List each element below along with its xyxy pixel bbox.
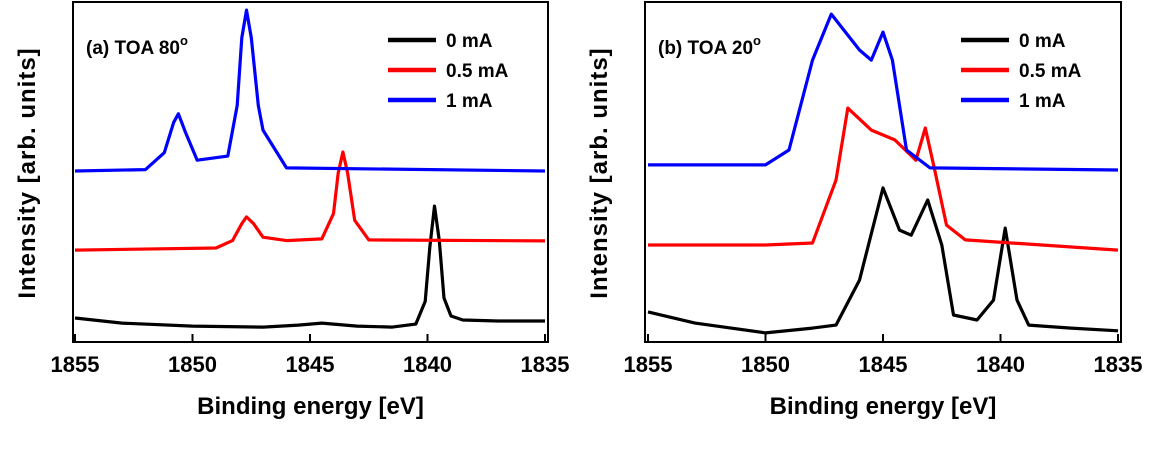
panel: 1855 1850 1845 1840 1835 Binding energy [eV] I…: [14, 1, 570, 420]
legend-label: 0 mA: [1019, 31, 1066, 52]
panel: 1855 1850 1845 1840 1835 Binding energy [eV] I…: [586, 1, 1143, 420]
x-tick-label: 1835: [521, 352, 570, 377]
x-tick-label: 1855: [624, 352, 673, 377]
panel-label-text: (a) TOA 80: [86, 38, 180, 59]
x-tick-label: 1850: [741, 352, 790, 377]
data-line: [74, 8, 546, 173]
panel-label: (b) TOA 20o: [658, 33, 761, 59]
y-axis-label: Intensity [arb. units]: [586, 47, 613, 298]
panel-label-sup: o: [180, 33, 188, 48]
panel-label: (a) TOA 80o: [86, 33, 188, 59]
data-line: [648, 12, 1119, 172]
data-line: [74, 150, 546, 252]
data-line: [74, 204, 545, 329]
legend-label: 0 mA: [446, 31, 493, 52]
y-axis-label: Intensity [arb. units]: [14, 47, 41, 298]
data-line: [647, 186, 1119, 335]
x-tick-label: 1835: [1094, 352, 1143, 377]
x-tick-label: 1840: [403, 352, 452, 377]
legend-label: 1 mA: [1019, 91, 1066, 112]
legend-label: 0.5 mA: [446, 61, 509, 82]
x-axis-label: Binding energy [eV]: [770, 393, 997, 420]
x-tick-label: 1845: [286, 352, 335, 377]
panel-label-sup: o: [753, 33, 761, 48]
x-tick-label: 1845: [859, 352, 908, 377]
x-axis-label: Binding energy [eV]: [197, 393, 424, 420]
legend-label: 0.5 mA: [1019, 61, 1082, 82]
x-tick-label: 1855: [51, 352, 100, 377]
x-tick-label: 1840: [976, 352, 1025, 377]
x-tick-label: 1850: [168, 352, 217, 377]
data-line: [648, 106, 1119, 252]
legend-label: 1 mA: [446, 91, 493, 112]
panel-label-text: (b) TOA 20: [658, 38, 753, 59]
